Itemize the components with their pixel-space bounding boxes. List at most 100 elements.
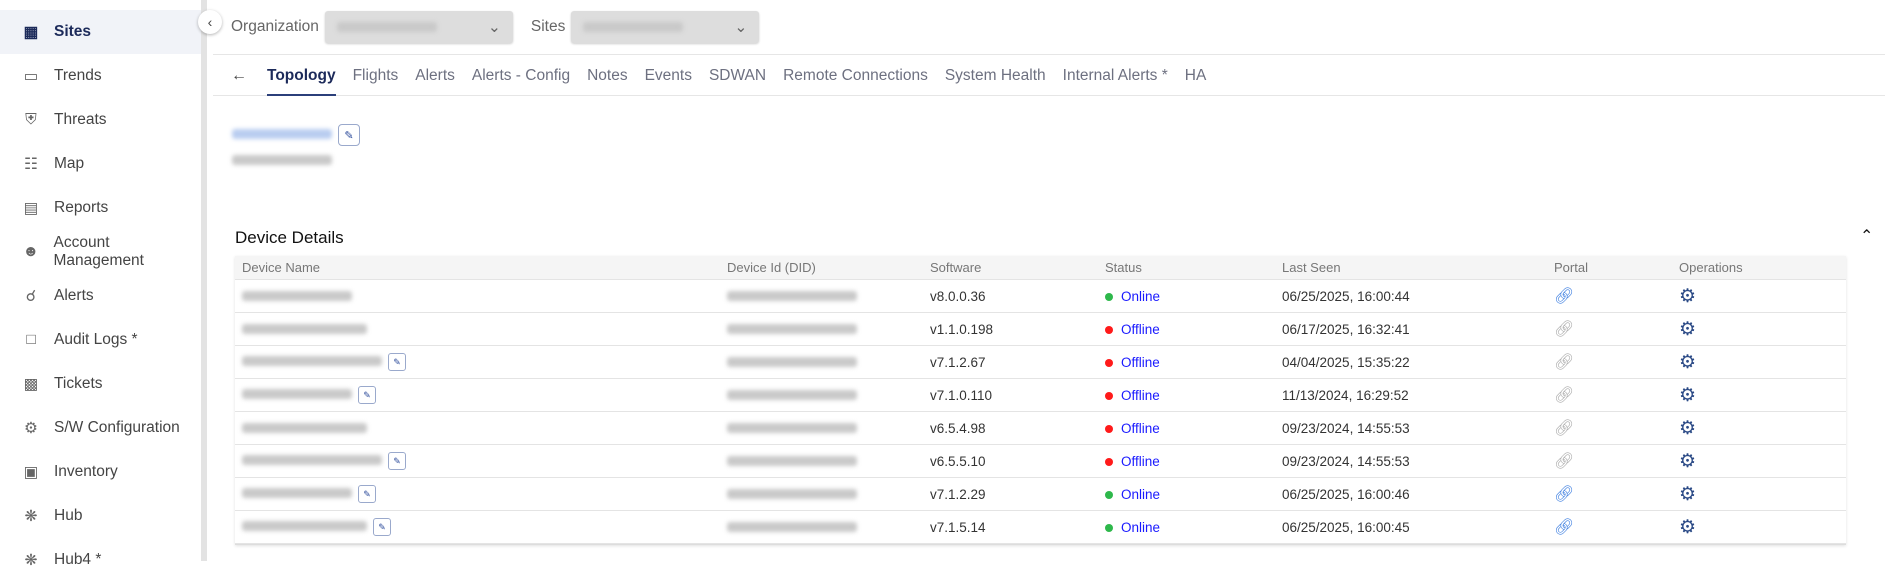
ticket-icon: ▩ — [23, 375, 39, 393]
last-seen: 06/17/2025, 16:32:41 — [1282, 321, 1410, 337]
tab-alerts[interactable]: Alerts — [415, 66, 455, 84]
chevron-down-icon: ⌄ — [487, 18, 501, 36]
back-arrow-icon[interactable]: ← — [231, 66, 247, 84]
gear-icon[interactable]: ⚙︎ — [1679, 450, 1697, 472]
status: Offline — [1105, 421, 1160, 436]
tab-alerts-config[interactable]: Alerts - Config — [471, 66, 571, 84]
chevron-up-icon[interactable]: ⌃ — [1860, 228, 1874, 245]
software-version: v6.5.4.98 — [930, 420, 986, 436]
sidebar-item-label: Hub — [54, 507, 83, 524]
sidebar-item-alerts[interactable]: ☌ Alerts — [0, 274, 201, 318]
tab-ha[interactable]: HA — [1184, 66, 1207, 84]
last-seen: 09/23/2024, 14:55:53 — [1282, 420, 1410, 436]
sidebar-item-inventory[interactable]: ▣ Inventory — [0, 450, 201, 494]
organization-select[interactable]: ⌄ — [324, 11, 513, 43]
table-row: ✎ v7.1.2.29 Online 06/25/2025, 16:00:46 … — [235, 478, 1846, 511]
gear-icon[interactable]: ⚙︎ — [1679, 384, 1697, 406]
sidebar-item-hub[interactable]: ❋ Hub — [0, 494, 201, 538]
status: Online — [1105, 520, 1160, 535]
gear-icon[interactable]: ⚙︎ — [1679, 417, 1697, 439]
tablet-icon: ▭ — [23, 67, 39, 85]
software-version: v8.0.0.36 — [930, 288, 986, 304]
tab-events[interactable]: Events — [644, 66, 692, 84]
portal-link-icon[interactable]: 🔗︎ — [1554, 288, 1575, 305]
portal-link-icon[interactable]: 🔗︎ — [1554, 486, 1575, 503]
sidebar-item-label: Audit Logs * — [54, 331, 138, 348]
sidebar-item-account-management[interactable]: ☻ Account Management — [0, 230, 201, 274]
sidebar-item-trends[interactable]: ▭ Trends — [0, 54, 201, 98]
last-seen: 11/13/2024, 16:29:52 — [1282, 387, 1409, 403]
table-row: ✎ v7.1.0.110 Offline 11/13/2024, 16:29:5… — [235, 379, 1846, 412]
gear-icon[interactable]: ⚙︎ — [1679, 318, 1697, 340]
status: Offline — [1105, 454, 1160, 469]
sidebar-item-sites[interactable]: ▦ Sites — [0, 10, 201, 54]
column-header: Last Seen — [1282, 260, 1341, 275]
device-id — [727, 322, 857, 337]
sidebar-item-audit-logs[interactable]: □ Audit Logs * — [0, 318, 201, 362]
last-seen: 04/04/2025, 15:35:22 — [1282, 354, 1410, 370]
sidebar-item-s-w-configuration[interactable]: ⚙ S/W Configuration — [0, 406, 201, 450]
edit-device-button[interactable]: ✎ — [358, 485, 376, 503]
sidebar-item-label: Trends — [54, 67, 102, 84]
tab-remote-connections[interactable]: Remote Connections — [783, 66, 928, 84]
edit-device-button[interactable]: ✎ — [358, 386, 376, 404]
portal-link-icon: 🔗︎ — [1554, 387, 1575, 404]
tab-system-health[interactable]: System Health — [944, 66, 1046, 84]
users-icon: ☻ — [22, 243, 39, 260]
device-id — [727, 289, 857, 304]
device-name: ✎ — [242, 353, 406, 371]
status: Online — [1105, 487, 1160, 502]
portal-link-icon: 🔗︎ — [1554, 321, 1575, 338]
sidebar-item-hub4[interactable]: ❋ Hub4 * — [0, 538, 201, 582]
sidebar-item-map[interactable]: ☷ Map — [0, 142, 201, 186]
clipboard-icon: ▤ — [23, 199, 39, 217]
tab-flights[interactable]: Flights — [352, 66, 399, 84]
sidebar-item-label: Reports — [54, 199, 109, 216]
sidebar-item-label: Sites — [54, 23, 92, 40]
file-icon: □ — [26, 331, 36, 348]
topbar: Organization ⌄ Sites ⌄ — [213, 0, 1885, 55]
gear-icon[interactable]: ⚙︎ — [1679, 285, 1697, 307]
edit-device-button[interactable]: ✎ — [388, 452, 406, 470]
status: Offline — [1105, 388, 1160, 403]
device-name: ✎ — [242, 386, 376, 404]
map-icon: ☷ — [24, 155, 38, 173]
status: Online — [1105, 289, 1160, 304]
sidebar-item-threats[interactable]: ⛨ Threats — [0, 98, 201, 142]
device-name — [242, 421, 367, 436]
status-dot — [1105, 490, 1113, 499]
status-dot — [1105, 325, 1113, 334]
gear-icon[interactable]: ⚙︎ — [1679, 351, 1697, 373]
software-version: v1.1.0.198 — [930, 321, 994, 337]
sidebar: ▦ Sites ▭ Trends ⛨ Threats ☷ Map ▤ Reports ☻ Accoun… — [0, 0, 207, 569]
organization-label: Organization — [231, 18, 319, 35]
sidebar-item-reports[interactable]: ▤ Reports — [0, 186, 201, 230]
edit-site-button[interactable]: ✎ — [338, 124, 360, 146]
last-seen: 06/25/2025, 16:00:46 — [1282, 486, 1410, 502]
status: Offline — [1105, 322, 1160, 337]
sidebar-item-label: Map — [54, 155, 85, 172]
gear-icon[interactable]: ⚙︎ — [1679, 516, 1697, 538]
sidebar-item-tickets[interactable]: ▩ Tickets — [0, 362, 201, 406]
tab-sdwan[interactable]: SDWAN — [708, 66, 767, 84]
software-version: v7.1.2.29 — [930, 486, 986, 502]
shield-icon: ⛨ — [25, 111, 37, 128]
status: Offline — [1105, 355, 1160, 370]
column-header: Software — [930, 260, 982, 275]
device-name — [242, 289, 352, 304]
gear-icon[interactable]: ⚙︎ — [1679, 483, 1697, 505]
device-table: Device Name Device Id (DID) Software Status… — [235, 256, 1846, 545]
device-name: ✎ — [242, 485, 376, 503]
sites-select[interactable]: ⌄ — [571, 11, 760, 43]
portal-link-icon[interactable]: 🔗︎ — [1554, 519, 1575, 536]
hub-icon: ❋ — [24, 507, 38, 525]
edit-device-button[interactable]: ✎ — [388, 353, 406, 371]
status-dot — [1105, 424, 1113, 433]
tab-topology[interactable]: Topology — [267, 56, 336, 96]
tab-notes[interactable]: Notes — [587, 66, 628, 84]
tab-internal-alerts[interactable]: Internal Alerts * — [1062, 66, 1168, 84]
collapse-sidebar-button[interactable]: ‹ — [198, 10, 222, 34]
sidebar-item-label: Inventory — [54, 463, 118, 480]
software-version: v7.1.0.110 — [930, 387, 993, 403]
edit-device-button[interactable]: ✎ — [373, 518, 391, 536]
